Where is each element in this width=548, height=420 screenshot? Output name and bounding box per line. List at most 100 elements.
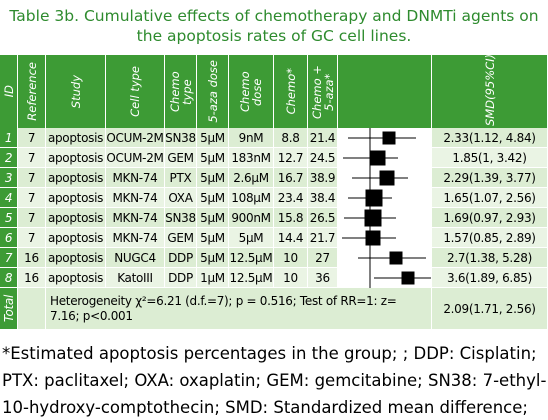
column-header: Chemo* bbox=[274, 55, 308, 128]
table-cell: 5μM bbox=[197, 208, 229, 228]
table-cell: 1.65(1.07, 2.56) bbox=[432, 188, 548, 208]
table-cell: 26.5 bbox=[308, 208, 338, 228]
table-cell: OCUM-2M bbox=[106, 128, 165, 148]
table-cell: 21.7 bbox=[308, 228, 338, 248]
table-cell: 7 bbox=[18, 148, 46, 168]
table-cell: MKN-74 bbox=[106, 228, 165, 248]
table-cell: 1.85(1, 3.42) bbox=[432, 148, 548, 168]
table-cell: 5μM bbox=[229, 228, 274, 248]
table-cell: OCUM-2M bbox=[106, 148, 165, 168]
table-cell: 7 bbox=[18, 188, 46, 208]
table-cell: MKN-74 bbox=[106, 188, 165, 208]
table-cell: apoptosis bbox=[46, 148, 106, 168]
forest-plot bbox=[342, 128, 431, 290]
header-text: Reference bbox=[24, 62, 39, 121]
row-id: 8 bbox=[0, 268, 18, 288]
table-cell: PTX bbox=[165, 168, 197, 188]
table-cell: apoptosis bbox=[46, 128, 106, 148]
header-text: 5-aza dose bbox=[205, 60, 220, 123]
table-cell: SN38 bbox=[165, 128, 197, 148]
header-text: Cell type bbox=[128, 66, 142, 117]
column-header: ID bbox=[0, 55, 18, 128]
table-cell: 5μM bbox=[197, 248, 229, 268]
table-cell: 900nM bbox=[229, 208, 274, 228]
table-cell: 7 bbox=[18, 228, 46, 248]
table-cell: apoptosis bbox=[46, 208, 106, 228]
table-cell: 14.4 bbox=[274, 228, 308, 248]
table-cell: MKN-74 bbox=[106, 168, 165, 188]
table-cell: apoptosis bbox=[46, 248, 106, 268]
table-cell: 5μM bbox=[197, 148, 229, 168]
table-cell: apoptosis bbox=[46, 188, 106, 208]
header-text: Chemo + 5-aza* bbox=[309, 64, 336, 119]
table-cell: DDP bbox=[165, 248, 197, 268]
header-text: Study bbox=[68, 74, 83, 109]
row-id: 2 bbox=[0, 148, 18, 168]
column-header bbox=[338, 55, 432, 128]
table-cell: 36 bbox=[308, 268, 338, 288]
header-text: ID bbox=[1, 85, 16, 98]
table-cell: 2.6μM bbox=[229, 168, 274, 188]
row-id: 6 bbox=[0, 228, 18, 248]
row-id: 1 bbox=[0, 128, 18, 148]
table-cell: 9nM bbox=[229, 128, 274, 148]
total-cell bbox=[18, 288, 46, 330]
total-smd: 2.09(1.71, 2.56) bbox=[432, 288, 548, 330]
row-id: 4 bbox=[0, 188, 18, 208]
table-cell: 15.8 bbox=[274, 208, 308, 228]
table-cell: 7 bbox=[18, 128, 46, 148]
table-cell: 24.5 bbox=[308, 148, 338, 168]
table-cell: OXA bbox=[165, 188, 197, 208]
header-text: Chemo* bbox=[283, 68, 298, 115]
table-cell: 2.7(1.38, 5.28) bbox=[432, 248, 548, 268]
table-cell: 1.69(0.97, 2.93) bbox=[432, 208, 548, 228]
table-cell: SN38 bbox=[165, 208, 197, 228]
row-id: 5 bbox=[0, 208, 18, 228]
table-cell: 16.7 bbox=[274, 168, 308, 188]
row-id: 7 bbox=[0, 248, 18, 268]
table-cell: apoptosis bbox=[46, 228, 106, 248]
table-cell: 2.33(1.12, 4.84) bbox=[432, 128, 548, 148]
table-cell: 21.4 bbox=[308, 128, 338, 148]
table-cell: 10 bbox=[274, 248, 308, 268]
table-cell: apoptosis bbox=[46, 168, 106, 188]
table-cell: 3.6(1.89, 6.85) bbox=[432, 268, 548, 288]
table-cell: 1.57(0.85, 2.89) bbox=[432, 228, 548, 248]
total-label: Total bbox=[0, 288, 18, 330]
table-cell: 5μM bbox=[197, 188, 229, 208]
column-header: Reference bbox=[18, 55, 46, 128]
table-cell: 23.4 bbox=[274, 188, 308, 208]
table-cell: apoptosis bbox=[46, 268, 106, 288]
table-cell: 5μM bbox=[197, 128, 229, 148]
table-cell: 27 bbox=[308, 248, 338, 268]
table-cell: 108μM bbox=[229, 188, 274, 208]
table-cell: NUGC4 bbox=[106, 248, 165, 268]
header-text: Chemo type bbox=[167, 71, 194, 112]
column-header: Chemo dose bbox=[229, 55, 274, 128]
table-cell: 10 bbox=[274, 268, 308, 288]
table-cell: 38.9 bbox=[308, 168, 338, 188]
heterogeneity-text: Heterogeneity χ²=6.21 (d.f.=7); p = 0.51… bbox=[46, 288, 432, 330]
table-cell: 16 bbox=[18, 248, 46, 268]
table-cell: 7 bbox=[18, 208, 46, 228]
table-cell: 8.8 bbox=[274, 128, 308, 148]
column-header: Study bbox=[46, 55, 106, 128]
table-title: Table 3b. Cumulative effects of chemothe… bbox=[9, 7, 539, 45]
table-cell: 5μM bbox=[197, 168, 229, 188]
total-text: Total bbox=[1, 294, 16, 323]
table-cell: DDP bbox=[165, 268, 197, 288]
table-cell: GEM bbox=[165, 148, 197, 168]
table-cell: 7 bbox=[18, 168, 46, 188]
table-cell: KatoIII bbox=[106, 268, 165, 288]
column-header: SMD(95%CI) bbox=[432, 53, 548, 128]
table-cell: 16 bbox=[18, 268, 46, 288]
column-header: Cell type bbox=[106, 55, 165, 128]
row-id: 3 bbox=[0, 168, 18, 188]
table-cell: 2.29(1.39, 3.77) bbox=[432, 168, 548, 188]
table-cell: 5μM bbox=[197, 228, 229, 248]
table-cell: 1μM bbox=[197, 268, 229, 288]
column-header: 5-aza dose bbox=[197, 55, 229, 128]
column-header: Chemo type bbox=[165, 55, 197, 128]
table-cell: 38.4 bbox=[308, 188, 338, 208]
